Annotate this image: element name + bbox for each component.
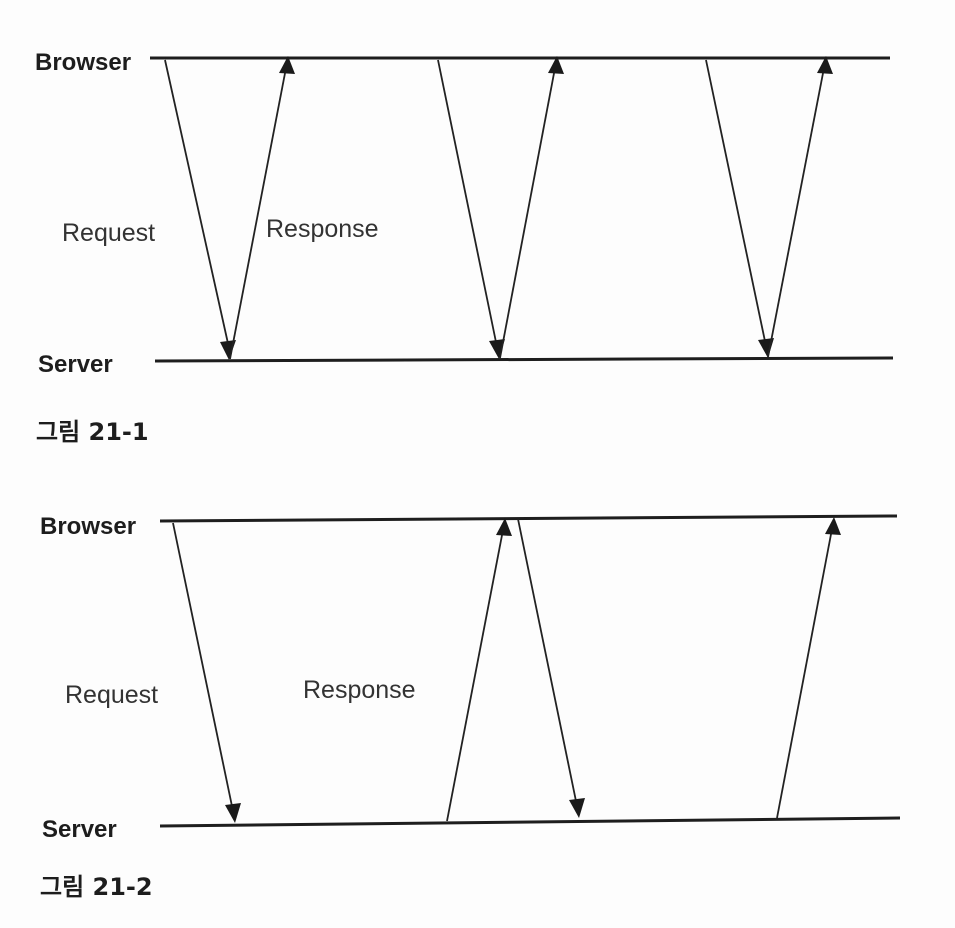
browser-label: Browser	[35, 49, 131, 76]
server-timeline	[154, 356, 894, 363]
request-arrowhead	[569, 798, 585, 818]
browser-label: Browser	[40, 513, 136, 540]
request-arrow	[172, 522, 234, 812]
response-arrow	[499, 67, 556, 359]
request-label: Request	[62, 219, 155, 247]
response-arrowhead	[817, 56, 833, 74]
server-label: Server	[38, 351, 113, 378]
server-timeline	[159, 816, 901, 828]
response-arrow	[446, 529, 504, 822]
browser-timeline	[159, 514, 898, 523]
response-label: Response	[266, 215, 379, 243]
response-arrow	[229, 67, 287, 360]
response-arrow	[767, 67, 825, 358]
figure-caption: 그림 21-2	[40, 873, 153, 901]
request-arrow	[164, 59, 230, 349]
response-label: Response	[303, 676, 416, 704]
response-arrowhead	[548, 56, 564, 74]
response-arrowhead	[825, 517, 841, 535]
response-arrow	[776, 528, 833, 819]
request-arrow	[705, 59, 767, 347]
server-label: Server	[42, 816, 117, 843]
request-arrowhead	[225, 803, 241, 823]
request-arrow	[517, 518, 578, 807]
request-arrowhead	[489, 339, 505, 359]
figure-21-2: Browser Server Request Response 그림 21-2	[40, 513, 901, 901]
request-arrow	[437, 59, 498, 348]
figure-21-1: Browser Server Request Response 그림 21-1	[35, 49, 894, 446]
figure-caption: 그림 21-1	[36, 418, 149, 446]
response-arrowhead	[496, 518, 512, 536]
response-arrowhead	[279, 56, 295, 74]
request-label: Request	[65, 681, 158, 709]
